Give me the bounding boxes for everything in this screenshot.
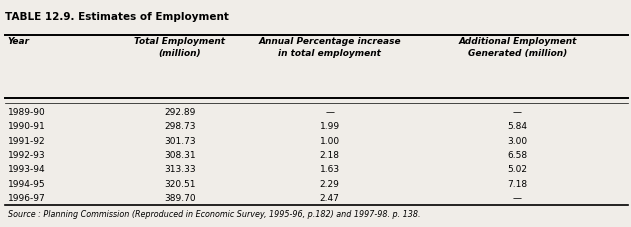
Text: 1991-92: 1991-92 xyxy=(8,137,45,146)
Text: 313.33: 313.33 xyxy=(164,165,196,174)
Text: 320.51: 320.51 xyxy=(164,180,196,189)
Text: —: — xyxy=(325,108,334,117)
Text: 3.00: 3.00 xyxy=(507,137,528,146)
Text: 2.29: 2.29 xyxy=(320,180,339,189)
Text: 1996-97: 1996-97 xyxy=(8,194,45,203)
Text: 2.18: 2.18 xyxy=(320,151,339,160)
Text: Year: Year xyxy=(8,37,30,47)
Text: 292.89: 292.89 xyxy=(164,108,196,117)
Text: Source : Planning Commission (Reproduced in Economic Survey, 1995-96, p.182) and: Source : Planning Commission (Reproduced… xyxy=(8,210,420,219)
Text: 1.99: 1.99 xyxy=(320,122,339,131)
Text: 301.73: 301.73 xyxy=(164,137,196,146)
Text: Additional Employment
Generated (million): Additional Employment Generated (million… xyxy=(458,37,577,58)
Text: 1992-93: 1992-93 xyxy=(8,151,45,160)
Text: 1993-94: 1993-94 xyxy=(8,165,45,174)
Text: 2.47: 2.47 xyxy=(320,194,339,203)
Text: 308.31: 308.31 xyxy=(164,151,196,160)
Text: 5.84: 5.84 xyxy=(507,122,528,131)
Text: 6.58: 6.58 xyxy=(507,151,528,160)
Text: 1989-90: 1989-90 xyxy=(8,108,45,117)
Text: Annual Percentage increase
in total employment: Annual Percentage increase in total empl… xyxy=(258,37,401,58)
Text: 5.02: 5.02 xyxy=(507,165,528,174)
Text: 298.73: 298.73 xyxy=(164,122,196,131)
Text: —: — xyxy=(513,108,522,117)
Text: 1990-91: 1990-91 xyxy=(8,122,45,131)
Text: 1.00: 1.00 xyxy=(320,137,339,146)
Text: TABLE 12.9. Estimates of Employment: TABLE 12.9. Estimates of Employment xyxy=(5,12,229,22)
Text: 7.18: 7.18 xyxy=(507,180,528,189)
Text: —: — xyxy=(513,194,522,203)
Text: 1.63: 1.63 xyxy=(320,165,339,174)
Text: 389.70: 389.70 xyxy=(164,194,196,203)
Text: 1994-95: 1994-95 xyxy=(8,180,45,189)
Text: Total Employment
(million): Total Employment (million) xyxy=(134,37,225,58)
